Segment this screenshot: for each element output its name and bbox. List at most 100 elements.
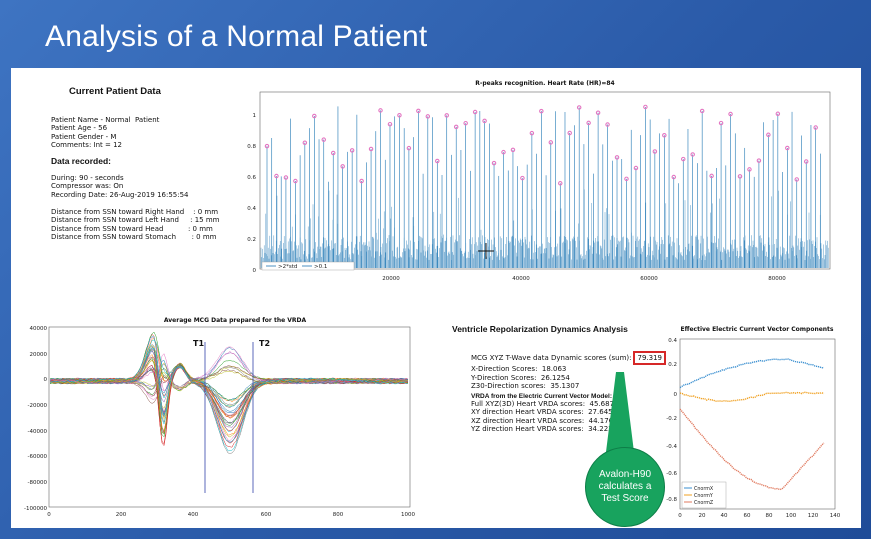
vector-ytick: 0	[674, 392, 678, 398]
vector-xtick: 80	[766, 513, 773, 519]
mcg-ytick: 40000	[30, 326, 48, 332]
rpeaks-legend: >2*std >0.1	[261, 261, 355, 271]
rpeak-marker	[425, 114, 431, 119]
vrda-model-title: VRDA from the Electric Current Vector Mo…	[471, 393, 612, 400]
rpeak-marker	[803, 159, 809, 164]
mcg-traces	[49, 331, 409, 454]
rpeaks-ytick: 0.2	[247, 237, 256, 243]
rpeak-marker	[406, 145, 412, 151]
mcg-xtick: 800	[333, 512, 344, 518]
rpeak-marker	[397, 112, 402, 118]
rpeak-marker	[302, 140, 308, 146]
vector-xtick: 0	[678, 513, 682, 519]
distance-stomach: Distance from SSN toward Stomach : 0 mm	[51, 232, 217, 241]
slide-title: Analysis of a Normal Patient	[45, 20, 428, 53]
vector-ytick: 0.2	[668, 362, 677, 368]
mcg-trace	[49, 336, 409, 452]
rpeaks-ytick: 0.6	[247, 175, 256, 181]
patient-age: Patient Age - 56	[51, 124, 108, 133]
vector-ytick: -0.2	[666, 416, 677, 422]
test-score-callout: Avalon-H90 calculates a Test Score	[585, 447, 665, 527]
vector-legend: CnormX CnormY CnormZ	[681, 481, 727, 509]
vector-legend-item: CnormX	[694, 486, 714, 492]
rpeak-marker	[643, 104, 648, 110]
rpeaks-chart-title: R-peaks recognition. Heart Rate (HR)=84	[475, 80, 615, 87]
rpeak-marker	[699, 108, 705, 114]
rpeaks-y-ticks: 0 0.2 0.4 0.6 0.8 1	[247, 113, 256, 274]
rpeaks-ytick: 0.8	[247, 144, 256, 150]
mcg-chart-title: Average MCG Data prepared for the VRDA	[163, 317, 307, 324]
mcg-ytick: -100000	[24, 506, 47, 512]
rpeak-marker	[453, 124, 459, 130]
rpeaks-signal	[260, 106, 829, 268]
rpeak-marker	[482, 118, 487, 124]
recording-duration: During: 90 - seconds	[51, 174, 124, 182]
mcg-trace	[49, 364, 409, 448]
vrda-scores: MCG XYZ T-Wave data Dynamic scores (sum)…	[471, 351, 666, 390]
rpeak-marker	[416, 108, 421, 114]
rpeak-marker	[633, 165, 639, 171]
rpeak-marker	[340, 164, 345, 169]
vector-traces	[679, 358, 825, 491]
vrda-model: VRDA from the Electric Current Vector Mo…	[471, 393, 618, 433]
rpeak-marker	[690, 152, 695, 157]
vector-ytick: 0.4	[668, 338, 677, 344]
mcg-xtick: 1000	[401, 512, 415, 518]
vector-chart-title: Effective Electric Current Vector Compon…	[680, 326, 834, 333]
rpeaks-chart: 0 0.2 0.4 0.6 0.8 1 20000 40000 60000 80…	[247, 91, 831, 282]
vrda-title: Ventricle Repolarization Dynamics Analys…	[452, 324, 628, 334]
vector-ytick: -0.6	[666, 471, 677, 477]
vector-xtick: 120	[808, 513, 819, 519]
t2-label: T2	[259, 339, 270, 348]
vector-plot-area	[679, 338, 836, 510]
vector-xtick: 60	[744, 513, 751, 519]
rpeak-marker	[293, 178, 298, 184]
mcg-ytick: 0	[44, 377, 48, 383]
vector-ytick: -0.8	[666, 497, 677, 503]
data-recorded-title: Data recorded:	[51, 156, 111, 166]
vector-legend-item: CnormZ	[694, 500, 714, 506]
patient-data-title: Current Patient Data	[69, 86, 161, 97]
vector-x-ticks: 0 20 40 60 80 100 120 140	[678, 513, 840, 519]
rpeaks-x-ticks: 20000 40000 60000 80000	[382, 276, 786, 282]
rpeak-marker	[567, 130, 572, 136]
rpeak-marker	[718, 120, 724, 126]
rpeak-marker	[501, 149, 506, 155]
mcg-ytick: -40000	[28, 429, 48, 435]
vector-xtick: 140	[830, 513, 841, 519]
mcg-xtick: 200	[116, 512, 127, 518]
rpeak-marker	[520, 175, 525, 181]
rpeak-marker	[435, 158, 440, 164]
mcg-y-ticks: 40000 20000 0 -20000 -40000 -60000 -8000…	[24, 326, 47, 512]
rpeak-marker	[463, 120, 468, 126]
mcg-trace	[49, 371, 409, 389]
crosshair-cursor-icon[interactable]	[478, 243, 494, 259]
rpeak-marker	[614, 155, 620, 160]
distance-right-hand: Distance from SSN toward Right Hand : 0 …	[51, 208, 219, 216]
rpeak-marker	[330, 150, 336, 156]
y-direction-score: Y-Direction Scores: 26.1254	[471, 373, 570, 382]
mcg-chart: T1 T2 40000 20000 0 -20000 -40000 -60000…	[24, 326, 415, 518]
t1-label: T1	[193, 339, 204, 348]
rpeak-marker	[576, 105, 582, 110]
rpeak-marker	[274, 173, 279, 179]
rpeak-marker	[387, 121, 393, 127]
rpeak-marker	[671, 174, 677, 180]
x-direction-score: X-Direction Scores: 18.063	[471, 365, 567, 374]
rpeaks-markers	[264, 104, 818, 186]
rpeak-marker	[624, 176, 629, 182]
rpeak-marker	[359, 178, 364, 184]
rpeak-marker	[368, 146, 374, 152]
rpeaks-xtick: 60000	[640, 276, 658, 282]
mcg-ytick: -60000	[28, 454, 48, 460]
rpeak-marker	[312, 113, 317, 119]
rpeak-marker	[529, 130, 535, 136]
patient-info: Patient Name - Normal Patient Patient Ag…	[51, 116, 159, 149]
rpeak-marker	[378, 108, 383, 113]
callout-arrow	[606, 372, 634, 452]
cnorm-z-trace	[679, 408, 825, 491]
distance-left-hand: Distance from SSN toward Left Hand : 15 …	[51, 216, 220, 225]
rpeak-marker	[709, 173, 714, 179]
mcg-xtick: 600	[261, 512, 272, 518]
rpeak-marker	[680, 156, 686, 162]
